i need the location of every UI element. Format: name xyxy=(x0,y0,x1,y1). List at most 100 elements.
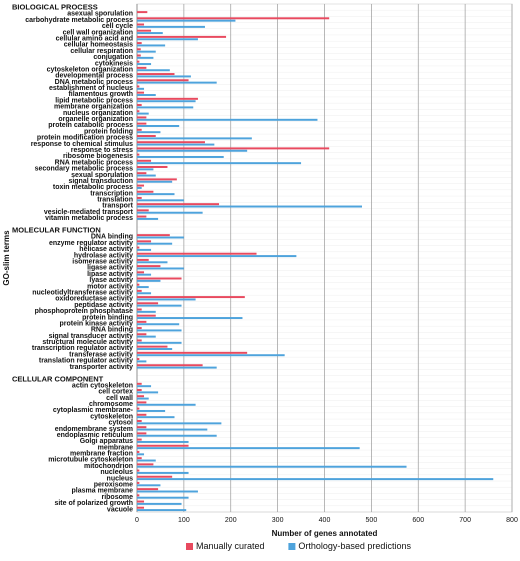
category-label: lyase activity xyxy=(89,277,133,284)
category-label: actin cytoskeleton xyxy=(72,382,133,389)
bar-manual xyxy=(137,110,140,113)
bar-ortholog xyxy=(137,143,215,146)
bar-manual xyxy=(137,277,182,280)
bar-manual xyxy=(137,122,147,125)
bar-ortholog xyxy=(137,434,217,437)
category-label: DNA binding xyxy=(91,234,133,241)
bar-manual xyxy=(137,79,189,82)
bar-ortholog xyxy=(137,304,182,307)
bar-ortholog xyxy=(137,447,360,450)
bar-ortholog xyxy=(137,403,196,406)
bar-manual xyxy=(137,469,140,472)
bar-ortholog xyxy=(137,118,318,121)
bar-manual xyxy=(137,401,147,404)
category-label: sexual sporulation xyxy=(71,172,133,179)
bar-ortholog xyxy=(137,162,302,165)
bar-manual xyxy=(137,196,142,199)
bar-manual xyxy=(137,60,140,63)
category-label: cell cycle xyxy=(102,23,133,30)
bar-ortholog xyxy=(137,168,154,171)
bar-manual xyxy=(137,339,142,342)
bar-ortholog xyxy=(137,106,194,109)
bar-manual xyxy=(137,172,147,175)
category-label: developmental process xyxy=(55,73,133,80)
bar-ortholog xyxy=(137,63,152,66)
bar-manual xyxy=(137,258,149,261)
bar-ortholog xyxy=(137,478,494,481)
category-label: translation regulator activity xyxy=(39,358,133,365)
bar-manual xyxy=(137,450,140,453)
category-label: structural molecule activity xyxy=(42,339,133,346)
bar-manual xyxy=(137,432,147,435)
bar-ortholog xyxy=(137,385,152,388)
category-label: vacuole xyxy=(107,506,133,513)
category-label: signal transducer activity xyxy=(49,333,134,340)
bar-manual xyxy=(137,320,147,323)
bar-ortholog xyxy=(137,149,248,152)
bar-ortholog xyxy=(137,341,182,344)
category-label: peptidase activity xyxy=(74,302,133,309)
category-label: ribosome biogenesis xyxy=(63,153,133,160)
bar-ortholog xyxy=(137,310,156,313)
bar-manual xyxy=(137,147,330,150)
bar-manual xyxy=(137,500,145,503)
bar-manual xyxy=(137,48,141,51)
bar-manual xyxy=(137,382,142,385)
category-label: asexual sporulation xyxy=(67,11,133,18)
category-label: site of polarized growth xyxy=(54,500,133,507)
bar-manual xyxy=(137,438,142,441)
category-label: vitamin metabolic process xyxy=(45,215,133,222)
bar-manual xyxy=(137,11,148,14)
bar-ortholog xyxy=(137,174,156,177)
bar-ortholog xyxy=(137,329,182,332)
category-label: protein binding xyxy=(82,314,133,321)
bar-ortholog xyxy=(137,286,149,289)
bar-manual xyxy=(137,364,203,367)
category-label: microtubule cytoskeleton xyxy=(48,457,133,464)
bar-ortholog xyxy=(137,409,166,412)
bar-manual xyxy=(137,395,145,398)
category-label: conjugation xyxy=(93,54,133,61)
bar-manual xyxy=(137,419,142,422)
bar-ortholog xyxy=(137,502,182,505)
bar-manual xyxy=(137,246,140,249)
category-label: Golgi apparatus xyxy=(80,438,133,445)
category-label: nucleotidyltransferase activity xyxy=(32,289,133,296)
category-label: endomembrane system xyxy=(55,426,133,433)
x-tick-label: 0 xyxy=(135,517,139,524)
bar-manual xyxy=(137,407,140,410)
bar-manual xyxy=(137,85,140,88)
bar-ortholog xyxy=(137,199,184,202)
bar-manual xyxy=(137,444,189,447)
bar-ortholog xyxy=(137,348,173,351)
category-label: transcription xyxy=(90,190,133,197)
bar-ortholog xyxy=(137,428,208,431)
bar-manual xyxy=(137,141,205,144)
bar-ortholog xyxy=(137,298,196,301)
x-tick-label: 400 xyxy=(319,517,331,524)
grid-lines xyxy=(136,3,513,513)
category-label: cell cortex xyxy=(98,389,133,396)
category-label: response to chemical stimulus xyxy=(31,141,133,148)
category-label: carbohydrate metabolic process xyxy=(25,17,133,24)
bar-manual xyxy=(137,128,142,131)
bar-manual xyxy=(137,203,220,206)
bar-manual xyxy=(137,413,147,416)
category-label: nucleus organization xyxy=(63,110,133,117)
bar-manual xyxy=(137,302,159,305)
bars xyxy=(137,11,494,512)
legend-swatch xyxy=(186,543,193,550)
category-label: cellular amino acid and xyxy=(56,35,133,42)
bar-ortholog xyxy=(137,323,180,326)
bar-ortholog xyxy=(137,44,166,47)
bar-ortholog xyxy=(137,490,198,493)
x-tick-labels: 0 100 200 300 400 500 600 700 800 xyxy=(135,517,518,524)
bar-ortholog xyxy=(137,354,285,357)
category-label: endoplasmic reticulum xyxy=(57,432,133,439)
section-title: CELLULAR COMPONENT xyxy=(12,374,104,383)
bar-manual xyxy=(137,116,147,119)
bar-manual xyxy=(137,73,175,76)
bar-ortholog xyxy=(137,484,161,487)
category-label: vesicle-mediated transport xyxy=(44,209,134,216)
